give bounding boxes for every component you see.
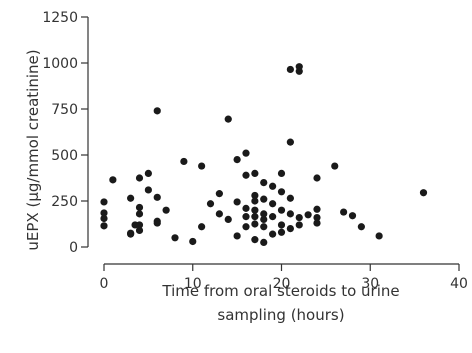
- data-point: [180, 157, 188, 166]
- data-point: [153, 107, 161, 115]
- data-point: [277, 169, 286, 177]
- data-point: [100, 198, 108, 206]
- y-tick-label: 750: [51, 102, 78, 118]
- data-point: [144, 169, 152, 177]
- data-point: [269, 200, 277, 208]
- x-tick-label: 40: [450, 276, 468, 292]
- data-point: [251, 206, 259, 214]
- data-point: [277, 188, 286, 196]
- data-point: [295, 67, 303, 75]
- data-point: [144, 186, 152, 194]
- x-tick-label: 0: [100, 276, 109, 292]
- data-point: [189, 237, 197, 246]
- data-point: [153, 219, 161, 227]
- y-tick-label: 500: [51, 148, 78, 164]
- data-point: [171, 234, 179, 242]
- data-point: [215, 190, 223, 198]
- data-point: [313, 205, 321, 213]
- data-point: [260, 238, 268, 246]
- data-point: [215, 210, 223, 218]
- data-point: [375, 232, 383, 240]
- y-axis-title: uEPX (µg/mmol creatinine): [24, 49, 42, 250]
- x-axis: 0 10 20 30 40: [100, 263, 468, 292]
- data-point: [269, 213, 277, 221]
- data-point: [269, 230, 277, 238]
- x-axis-title-line-1: Time from oral steroids to urine: [161, 282, 399, 300]
- data-point: [198, 223, 206, 231]
- data-point: [286, 65, 294, 74]
- data-point: [251, 191, 259, 200]
- data-point: [233, 232, 241, 240]
- data-point: [277, 221, 286, 229]
- data-point: [286, 138, 294, 146]
- data-point: [251, 220, 259, 228]
- data-point: [286, 210, 294, 218]
- data-point: [242, 149, 250, 157]
- data-point: [127, 194, 135, 202]
- x-tick-label: 10: [184, 276, 202, 292]
- y-tick-label: 1250: [42, 10, 78, 26]
- data-point: [357, 223, 365, 231]
- data-point: [277, 206, 286, 214]
- data-point: [100, 209, 108, 217]
- data-point: [260, 195, 268, 203]
- data-point: [242, 171, 250, 179]
- data-point: [348, 212, 357, 220]
- y-axis: 0 250 500 750 1000 1250: [42, 10, 89, 256]
- data-point: [251, 169, 259, 177]
- data-point: [313, 213, 321, 222]
- data-point: [135, 203, 144, 212]
- y-tick-label: 0: [69, 240, 78, 256]
- data-point: [242, 223, 250, 231]
- data-point: [251, 197, 259, 205]
- data-point: [127, 230, 135, 238]
- data-point: [224, 215, 232, 223]
- data-point: [277, 228, 286, 236]
- data-point: [260, 223, 268, 231]
- data-point: [135, 221, 144, 229]
- y-tick-label: 250: [51, 194, 78, 210]
- data-points: [100, 63, 428, 246]
- data-point: [286, 225, 294, 233]
- data-point: [295, 221, 303, 229]
- data-point: [260, 179, 268, 187]
- data-point: [313, 174, 321, 182]
- data-point: [109, 176, 117, 184]
- data-point: [251, 213, 259, 221]
- data-point: [153, 193, 161, 201]
- x-tick-label: 20: [273, 276, 291, 292]
- data-point: [224, 115, 232, 123]
- data-point: [198, 162, 206, 170]
- y-tick-label: 1000: [42, 56, 78, 72]
- data-point: [313, 219, 321, 227]
- data-point: [260, 215, 268, 223]
- data-point: [260, 210, 268, 218]
- data-point: [251, 236, 259, 244]
- data-point: [242, 204, 250, 212]
- x-tick-label: 30: [361, 276, 379, 292]
- data-point: [162, 206, 170, 214]
- data-point: [242, 213, 250, 221]
- x-axis-title-line-2: sampling (hours): [217, 306, 344, 324]
- data-point: [269, 182, 277, 190]
- data-point: [286, 194, 294, 202]
- data-point: [233, 198, 241, 206]
- data-point: [331, 162, 339, 170]
- data-point: [233, 156, 241, 164]
- data-point: [100, 214, 108, 223]
- data-point: [100, 222, 108, 230]
- data-point: [419, 189, 428, 197]
- data-point: [206, 200, 215, 208]
- data-point: [135, 226, 144, 235]
- data-point: [135, 210, 144, 218]
- data-point: [340, 208, 348, 216]
- data-point: [304, 211, 312, 219]
- data-point: [295, 213, 303, 222]
- data-point: [135, 174, 144, 182]
